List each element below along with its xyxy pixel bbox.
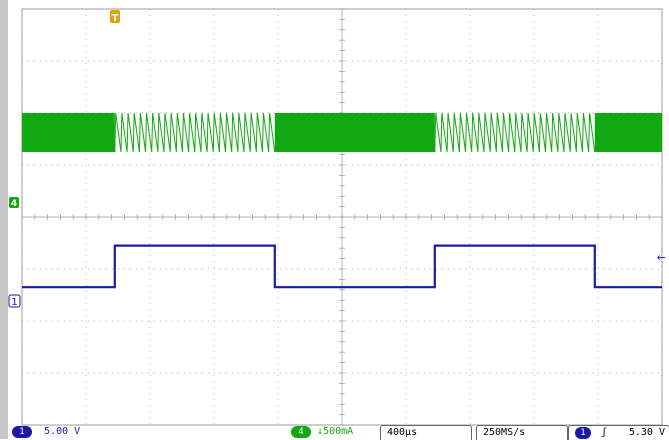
ch4-coupling-icon: ↓ bbox=[317, 426, 324, 437]
svg-text:T: T bbox=[112, 13, 119, 24]
marker-gutter bbox=[8, 0, 22, 425]
ch4-badge: 4 bbox=[291, 426, 311, 438]
sample-rate-readout[interactable]: 250MS/s bbox=[476, 425, 568, 440]
ch4-ripple-band bbox=[22, 113, 115, 152]
ch1-badge: 1 bbox=[12, 426, 32, 438]
ch1-trace bbox=[22, 244, 662, 289]
graticule bbox=[21, 8, 663, 426]
timebase-readout[interactable]: 400µs bbox=[380, 425, 472, 440]
ch4-ground-marker[interactable]: 4 bbox=[9, 197, 19, 209]
ch4-ripple-band bbox=[594, 113, 662, 152]
svg-text:4: 4 bbox=[11, 199, 17, 209]
ch1-ground-marker[interactable]: 1 bbox=[8, 294, 21, 308]
ch4-sawtooth bbox=[434, 112, 596, 153]
ch4-ripple-band bbox=[274, 113, 435, 152]
waveform-traces bbox=[22, 112, 662, 289]
trigger-source-badge: 1 bbox=[575, 427, 591, 439]
svg-text:1: 1 bbox=[11, 297, 17, 308]
ch4-sawtooth bbox=[114, 112, 276, 153]
status-bar: 1 5.00 V 4 ↓500mA 400µs 250MS/s 1 ʃ 5.30… bbox=[8, 425, 669, 440]
left-side-panel bbox=[0, 0, 8, 439]
trigger-level: 5.30 V bbox=[628, 427, 665, 438]
trigger-slope-icon: ʃ bbox=[601, 427, 608, 438]
ch1-scale-readout[interactable]: 1 5.00 V bbox=[12, 425, 80, 439]
trigger-position-marker[interactable]: T bbox=[110, 10, 120, 24]
trigger-level-arrow-icon: ← bbox=[657, 251, 666, 264]
ch4-scale: 500mA bbox=[323, 426, 354, 437]
ch1-scale: 5.00 V bbox=[44, 426, 81, 437]
sample-rate: 250MS/s bbox=[483, 427, 526, 438]
graticule-frame bbox=[21, 8, 663, 426]
timebase: 400µs bbox=[387, 427, 418, 438]
ch4-scale-readout[interactable]: 4 ↓500mA bbox=[291, 425, 353, 439]
trigger-readout[interactable]: 1 ʃ 5.30 V bbox=[568, 425, 669, 440]
